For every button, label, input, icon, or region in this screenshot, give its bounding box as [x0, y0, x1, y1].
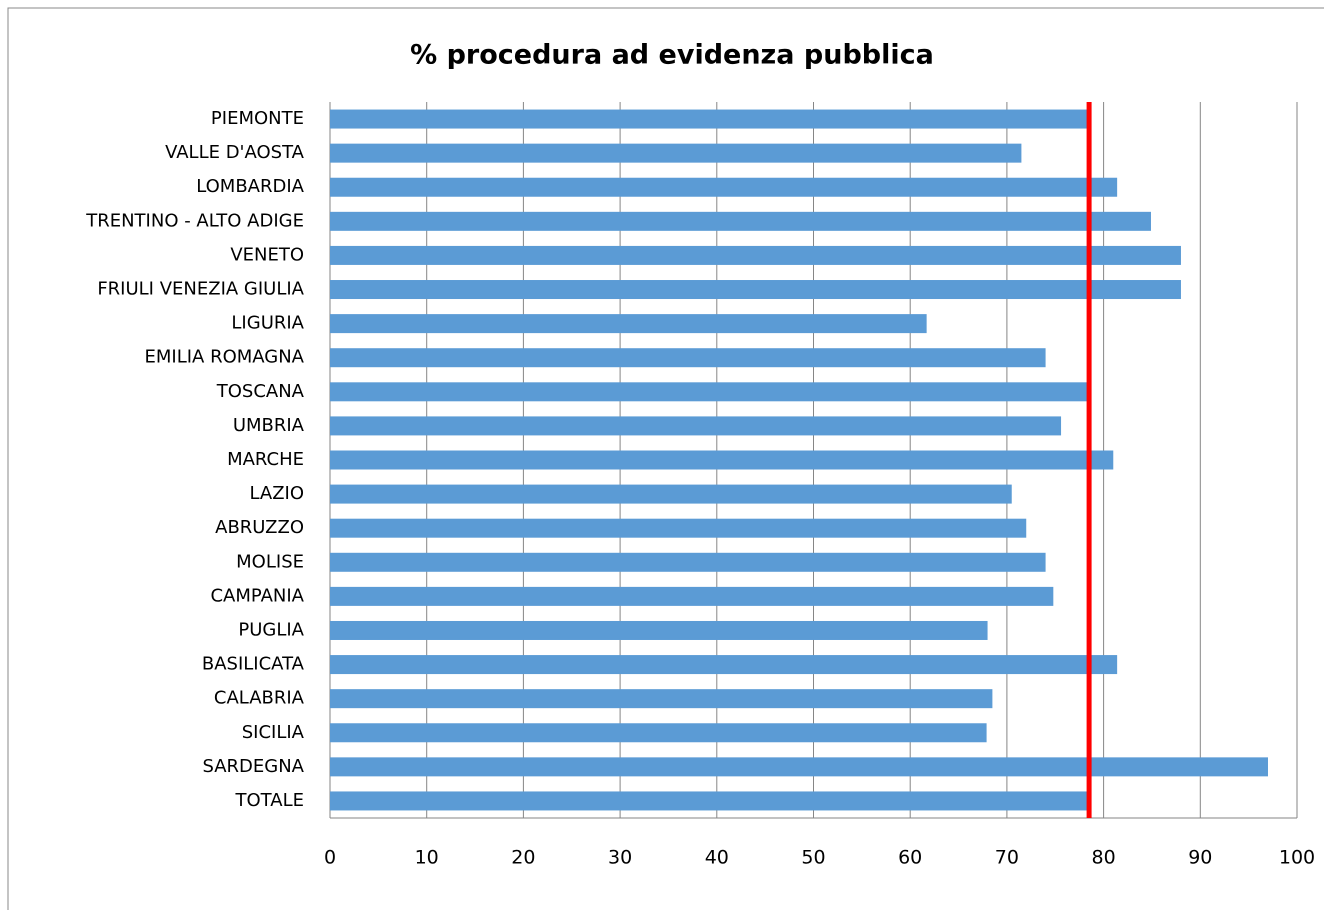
y-tick-label: LIGURIA — [231, 313, 304, 334]
bar — [330, 314, 927, 334]
bar — [330, 143, 1022, 163]
x-tick-label: 30 — [608, 847, 632, 869]
y-tick-label: TOTALE — [235, 790, 304, 811]
bar — [330, 518, 1027, 538]
bar — [330, 280, 1181, 300]
x-tick-label: 50 — [801, 847, 825, 869]
y-tick-label: CALABRIA — [214, 688, 305, 709]
bar — [330, 450, 1114, 470]
y-tick-label: ABRUZZO — [215, 517, 304, 538]
x-tick-label: 100 — [1279, 847, 1315, 869]
x-tick-label: 60 — [898, 847, 922, 869]
x-tick-label: 70 — [995, 847, 1019, 869]
bar — [330, 211, 1151, 231]
y-tick-label: TOSCANA — [216, 381, 305, 402]
y-tick-label: EMILIA ROMAGNA — [144, 347, 304, 368]
bar — [330, 484, 1012, 504]
bar — [330, 586, 1054, 606]
x-tick-label: 10 — [415, 847, 439, 869]
bar — [330, 723, 987, 743]
y-tick-label: SICILIA — [242, 722, 305, 743]
chart-title: % procedura ad evidenza pubblica — [410, 40, 934, 71]
y-tick-label: CAMPANIA — [210, 585, 304, 606]
bar — [330, 757, 1268, 777]
bar — [330, 109, 1089, 129]
y-tick-label: SARDEGNA — [202, 756, 304, 777]
bar — [330, 655, 1118, 675]
bar — [330, 620, 988, 640]
bar — [330, 245, 1181, 265]
bar — [330, 416, 1062, 436]
y-tick-label: PUGLIA — [238, 619, 304, 640]
y-tick-label: LAZIO — [249, 483, 304, 504]
y-tick-label: VALLE D'AOSTA — [165, 142, 305, 163]
bar — [330, 348, 1046, 368]
bar — [330, 382, 1089, 402]
x-tick-label: 40 — [705, 847, 729, 869]
y-tick-label: UMBRIA — [233, 415, 305, 436]
bar — [330, 552, 1046, 572]
y-tick-label: FRIULI VENEZIA GIULIA — [97, 279, 304, 300]
y-tick-label: PIEMONTE — [211, 108, 304, 129]
x-tick-label: 90 — [1188, 847, 1212, 869]
y-tick-label: VENETO — [230, 244, 304, 265]
y-tick-label: LOMBARDIA — [196, 176, 304, 197]
bar — [330, 689, 993, 709]
x-tick-label: 20 — [511, 847, 535, 869]
x-tick-label: 80 — [1092, 847, 1116, 869]
y-tick-label: MARCHE — [227, 449, 304, 470]
bar — [330, 177, 1118, 197]
bar — [330, 791, 1089, 811]
y-tick-label: TRENTINO - ALTO ADIGE — [85, 210, 304, 231]
y-tick-label: BASILICATA — [202, 654, 305, 675]
y-tick-label: MOLISE — [236, 551, 304, 572]
x-tick-label: 0 — [324, 847, 336, 869]
